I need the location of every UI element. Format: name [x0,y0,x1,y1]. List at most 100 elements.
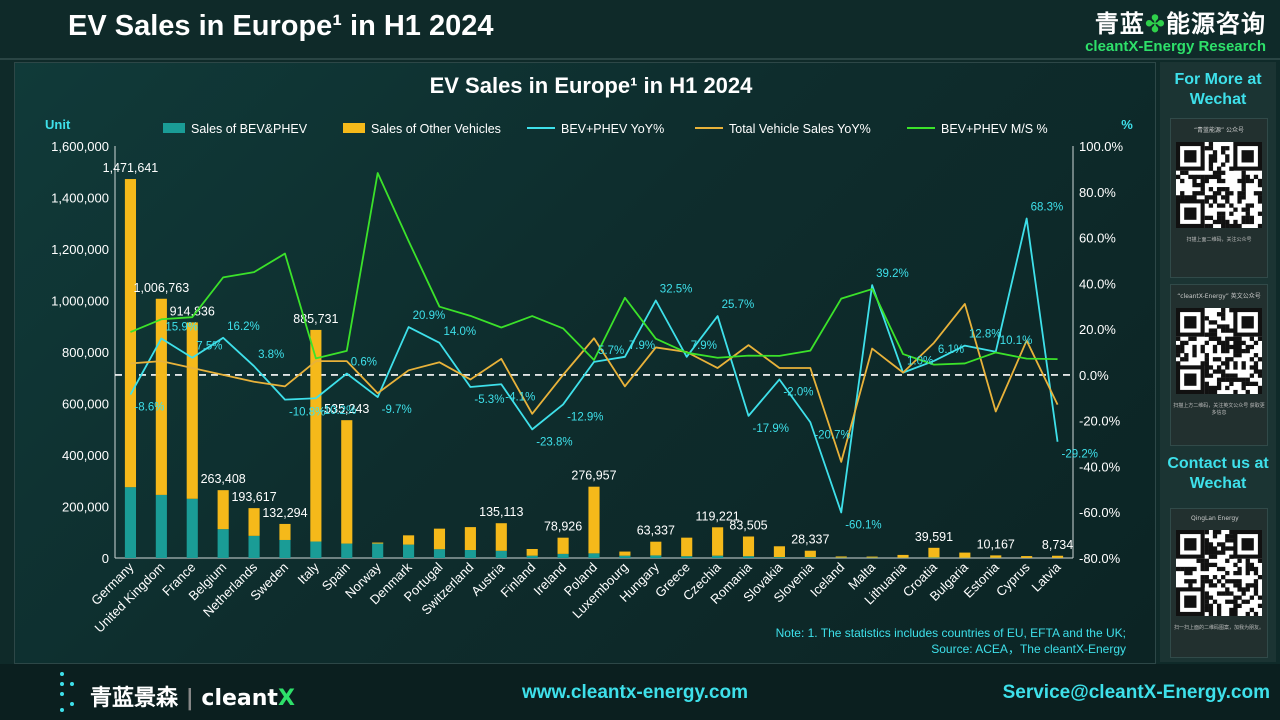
qr-module [1233,599,1238,604]
qr-module [1204,215,1209,221]
qr-module [1216,174,1222,180]
qr-module [1221,550,1226,555]
qr-module [1208,611,1214,617]
qr-module [1241,340,1246,346]
qr-module [1208,336,1214,341]
qr-module [1249,381,1255,387]
qr-module [1192,579,1197,584]
bar-bev-phev [619,555,631,558]
qr-module [1221,170,1226,175]
bar-bev-phev [217,529,229,558]
qr-module [1225,154,1230,159]
qr-module [1229,191,1234,196]
qr-module [1253,583,1259,588]
bar-other-vehicles [681,537,693,557]
qr-module [1200,566,1205,572]
qr-module [1237,340,1242,346]
qr-module [1208,328,1214,333]
qr-module [1216,219,1222,225]
qr-module [1221,328,1226,333]
qr-module [1237,587,1242,592]
qr-code-icon[interactable] [1176,308,1263,395]
qr-module [1245,389,1250,395]
qr-module [1257,336,1263,341]
qr-module [1253,191,1259,196]
qr-module [1257,182,1263,188]
qr-module [1180,344,1185,350]
qr-module [1184,195,1189,200]
qr-module [1225,324,1230,329]
qr-module [1180,340,1185,346]
qr-module [1204,558,1209,563]
bar-other-vehicles [835,556,847,558]
bar-total-label: 193,617 [231,490,276,504]
qr-module [1188,570,1193,576]
qr-module [1245,562,1250,568]
yoy-data-label: 14.0% [443,326,476,338]
qr-module [1221,377,1226,382]
qr-module [1241,599,1246,604]
qr-module [1245,203,1250,208]
qr-code-icon[interactable] [1176,530,1263,617]
qr-module [1249,365,1255,370]
bar-total-label: 535,243 [324,402,369,416]
bar-other-vehicles [742,536,755,557]
qr-module [1212,195,1218,200]
qr-code-icon[interactable] [1176,142,1263,229]
qr-module [1233,365,1238,370]
qr-module [1204,530,1209,535]
qr-module [1225,336,1230,341]
qr-module [1200,191,1205,196]
qr-module [1216,191,1222,196]
bar-bev-phev [464,550,476,558]
bar-bev-phev [124,487,137,558]
qr-module [1253,579,1259,584]
qr-module [1245,348,1250,354]
legend-label: Total Vehicle Sales YoY% [729,122,871,136]
bar-other-vehicles [124,179,137,488]
qr-module [1216,336,1222,341]
qr-module [1208,542,1214,547]
yoy-data-label: -4.1% [505,391,535,403]
qr-module [1184,566,1189,572]
qr-module [1212,369,1218,374]
qr-module [1216,591,1222,596]
qr-module [1225,328,1230,333]
qr-module [1221,162,1226,167]
qr-module [1245,174,1250,180]
qr-module [1208,603,1214,609]
qr-module [1200,579,1205,584]
website-link[interactable]: www.cleantx-energy.com [522,682,748,703]
qr-module [1204,542,1209,547]
bar-other-vehicles [959,552,971,558]
yoy-data-label: 0.6% [351,357,377,369]
qr-module [1212,357,1218,362]
qr-module [1192,191,1197,196]
qr-module [1237,344,1242,350]
email-link[interactable]: Service@cleantX-Energy.com [1002,682,1270,703]
qr-module [1225,223,1230,229]
qr-card-en: “cleantX-Energy” 英文公众号 扫描上方二维码，关注英文公众号 获… [1170,284,1268,446]
qr-module [1208,583,1214,588]
qr-module [1188,195,1193,200]
yoy-data-label: -23.8% [536,436,572,448]
y2-axis-label: % [1121,117,1133,132]
x-tick-label: Ireland [531,560,570,599]
qr-module [1225,558,1230,563]
qr-module [1253,340,1259,346]
qr-module [1245,570,1250,576]
chart: EV Sales in Europe¹ in H1 2024 Unit% 0 200,… [15,63,1155,668]
qr-module [1204,575,1209,580]
qr-module [1216,357,1222,362]
bar-bev-phev [712,555,724,558]
qr-module [1204,332,1209,337]
bar-bev-phev [341,543,353,558]
qr-finder [1184,207,1197,220]
bar-bev-phev [495,550,507,558]
qr-module [1221,546,1226,551]
qr-module [1221,591,1226,596]
bar-other-vehicles [217,490,229,530]
qr-module [1212,534,1218,539]
qr-module [1233,595,1238,600]
qr-module [1233,562,1238,568]
